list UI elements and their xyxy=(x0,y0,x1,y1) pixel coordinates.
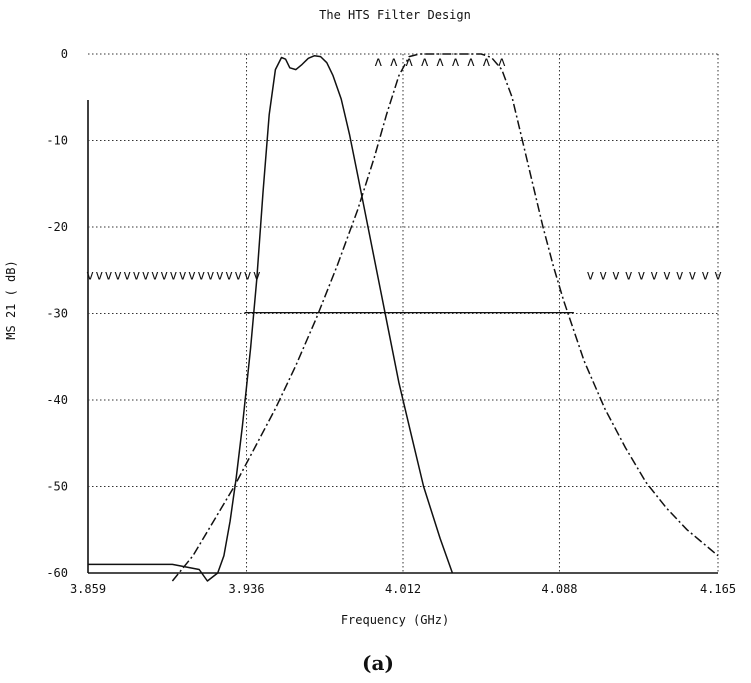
stopband-mask-mark: v xyxy=(151,269,159,284)
x-tick-label: 3.936 xyxy=(228,582,264,596)
passband-mask-mark: ʌ xyxy=(452,55,460,70)
y-axis-label: MS 21 ( dB) xyxy=(4,260,18,339)
stopband-mask-mark: v xyxy=(207,269,215,284)
stopband-mask-mark: v xyxy=(105,269,113,284)
stopband-mask-mark: v xyxy=(188,269,196,284)
passband-mask-mark: ʌ xyxy=(405,55,413,70)
passband-mask-mark: ʌ xyxy=(390,55,398,70)
series-group xyxy=(88,53,719,582)
stopband-mask-mark: v xyxy=(689,269,697,284)
stopband-mask-mark: v xyxy=(586,269,594,284)
stopband-mask-mark: v xyxy=(170,269,178,284)
series-line-solid xyxy=(88,54,454,582)
stopband-mask-mark: v xyxy=(714,269,722,284)
stopband-mask-mark: v xyxy=(701,269,709,284)
stopband-mask-mark: v xyxy=(95,269,103,284)
stopband-mask-mark: v xyxy=(650,269,658,284)
mask-marks: v v v v v v v v v v v v v v v v v v v v v v v v v v v v v vʌ ʌ ʌ ʌ ʌ ʌ ʌ ʌ ʌ xyxy=(86,55,722,284)
y-tick-label: -30 xyxy=(46,307,68,321)
stopband-mask-mark: v xyxy=(179,269,187,284)
x-axis-label: Frequency (GHz) xyxy=(341,613,449,627)
passband-mask-mark: ʌ xyxy=(374,55,382,70)
stopband-mask-mark: v xyxy=(114,269,122,284)
y-tick-label: -20 xyxy=(46,220,68,234)
passband-mask-mark: ʌ xyxy=(467,55,475,70)
series-line-dashdot xyxy=(171,53,719,582)
chart-title: The HTS Filter Design xyxy=(319,8,471,22)
stopband-mask-mark: v xyxy=(234,269,242,284)
x-tick-label: 4.088 xyxy=(541,582,577,596)
y-tick-label: 0 xyxy=(61,47,68,61)
stopband-mask-mark: v xyxy=(142,269,150,284)
stopband-mask-mark: v xyxy=(216,269,224,284)
stopband-mask-mark: v xyxy=(676,269,684,284)
stopband-mask-mark: v xyxy=(253,269,261,284)
passband-mask-mark: ʌ xyxy=(436,55,444,70)
y-tick-label: -10 xyxy=(46,134,68,148)
stopband-mask-mark: v xyxy=(225,269,233,284)
stopband-mask-mark: v xyxy=(160,269,168,284)
passband-mask-mark: ʌ xyxy=(498,55,506,70)
passband-mask-mark: ʌ xyxy=(482,55,490,70)
tick-labels: 0 -10 -20 -30 -40 -50 -603.859 3.936 4.012 4.088 4… xyxy=(46,47,736,596)
stopband-mask-mark: v xyxy=(86,269,94,284)
y-tick-label: -40 xyxy=(46,393,68,407)
figure-caption: (a) xyxy=(362,651,394,675)
y-tick-label: -60 xyxy=(46,566,68,580)
stopband-mask-mark: v xyxy=(625,269,633,284)
stopband-mask-mark: v xyxy=(197,269,205,284)
stopband-mask-mark: v xyxy=(244,269,252,284)
stopband-mask-mark: v xyxy=(612,269,620,284)
stopband-mask-mark: v xyxy=(132,269,140,284)
stopband-mask-mark: v xyxy=(663,269,671,284)
x-tick-label: 3.859 xyxy=(70,582,106,596)
stopband-mask-mark: v xyxy=(637,269,645,284)
stopband-mask-mark: v xyxy=(599,269,607,284)
x-tick-label: 4.012 xyxy=(385,582,421,596)
stopband-mask-mark: v xyxy=(123,269,131,284)
x-tick-label: 4.165 xyxy=(700,582,736,596)
grid xyxy=(87,53,719,574)
passband-mask-mark: ʌ xyxy=(421,55,429,70)
y-tick-label: -50 xyxy=(46,480,68,494)
